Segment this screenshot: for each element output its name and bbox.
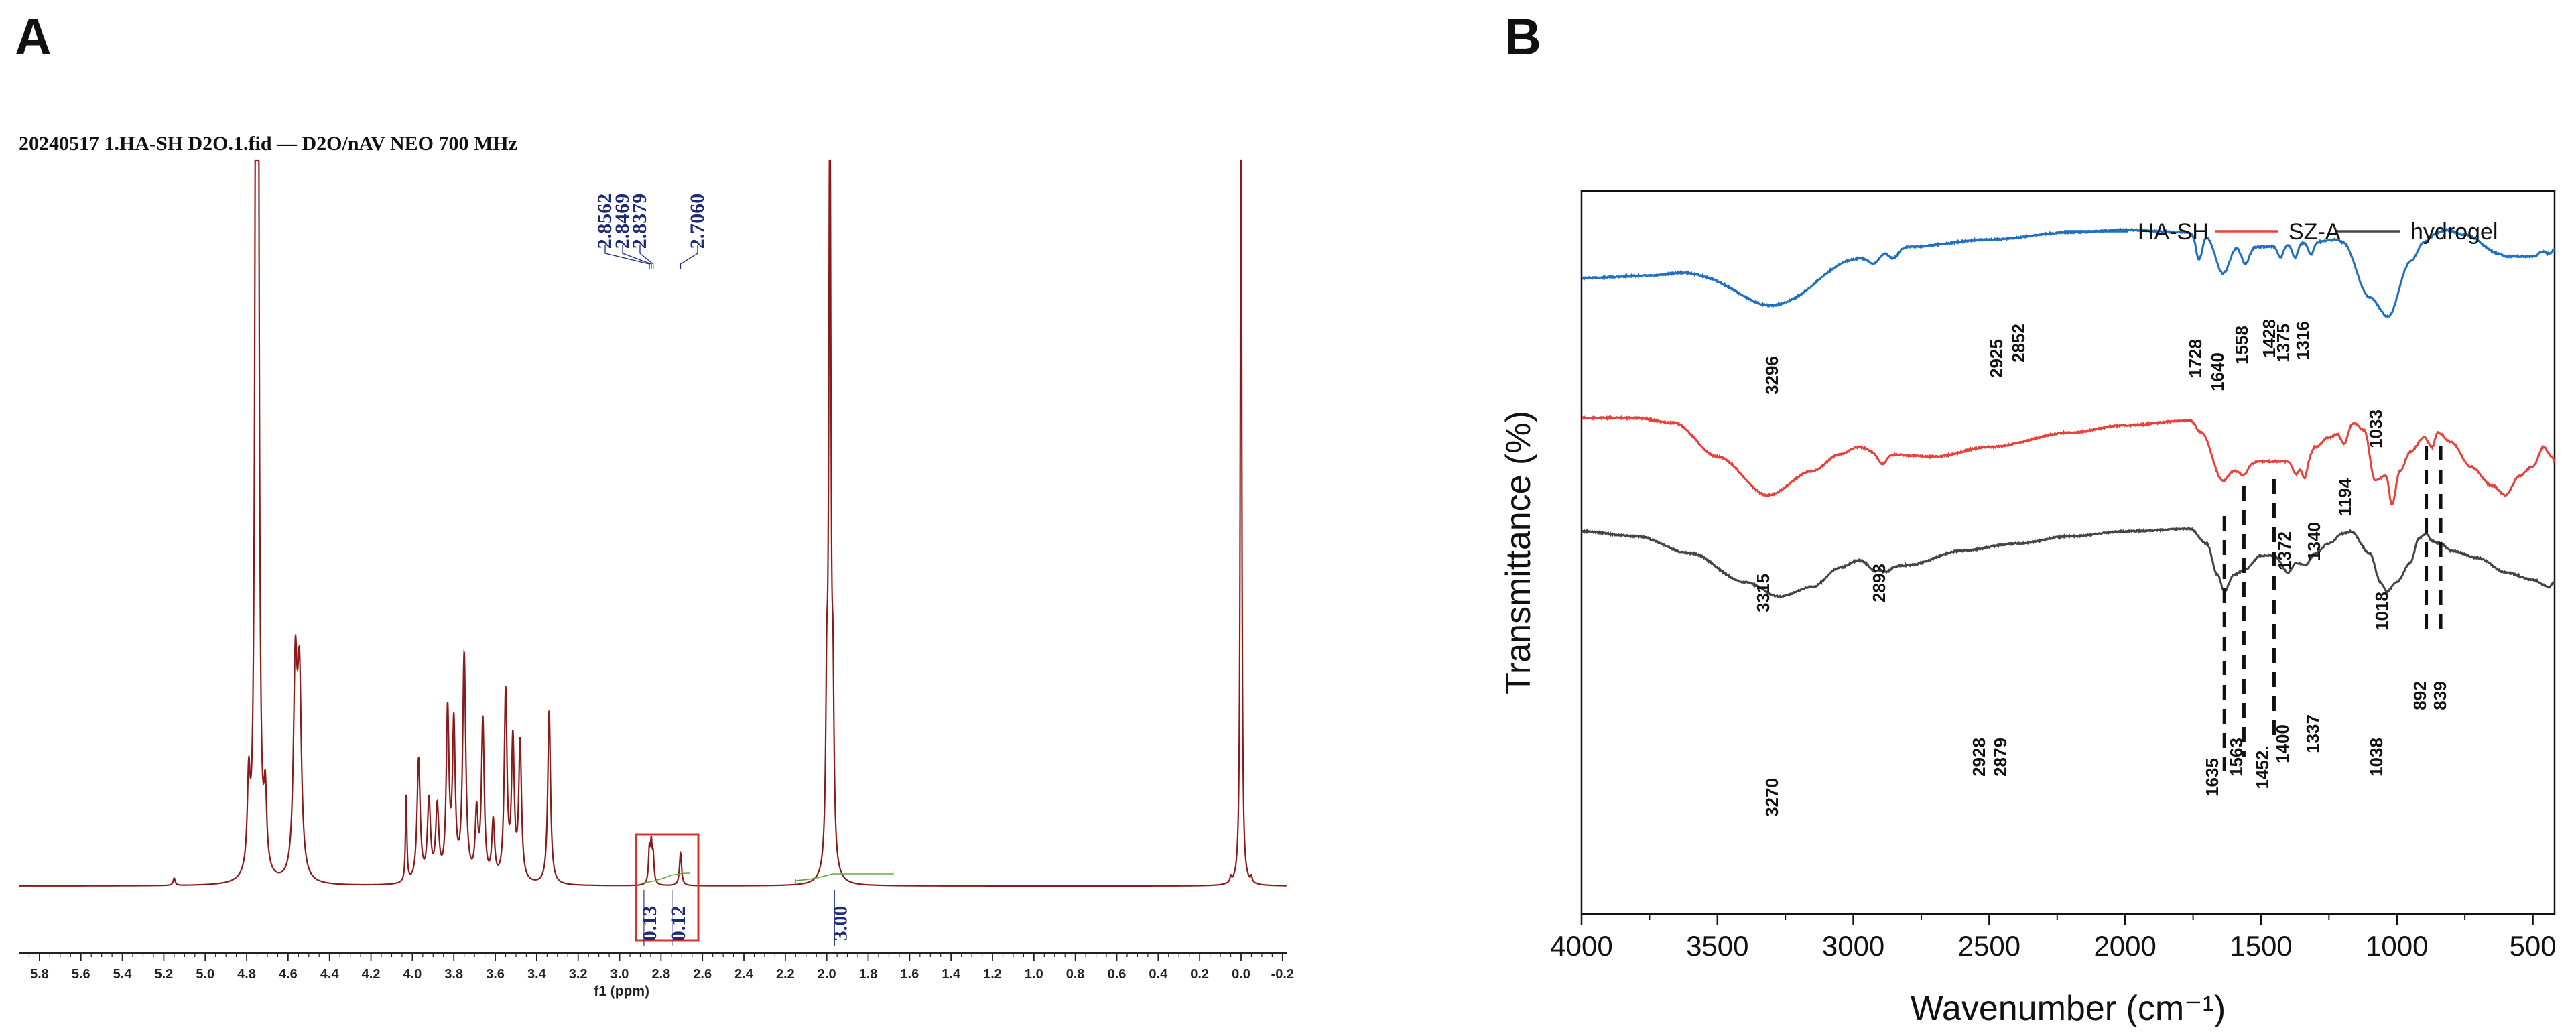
nmr-tick-label: 4.8: [237, 967, 256, 982]
ir-peak-label: 3270: [1762, 778, 1782, 817]
nmr-tick-label: 1.8: [859, 967, 878, 982]
ir-peak-label: 1337: [2303, 714, 2323, 753]
nmr-tick-label: 3.6: [486, 967, 505, 982]
ir-peak-label: 2925: [1986, 339, 2006, 378]
nmr-tick-label: 1.2: [983, 967, 1002, 982]
ir-peak-label: 3296: [1762, 356, 1782, 395]
nmr-peak-label: 2.8469: [611, 194, 633, 249]
nmr-tick-label: 4.0: [403, 967, 422, 982]
nmr-tick-label: 3.8: [444, 967, 463, 982]
nmr-tick-label: 1.4: [942, 967, 961, 982]
nmr-tick-label: 5.0: [196, 967, 214, 982]
nmr-tick-label: 0.8: [1066, 967, 1085, 982]
ir-x-axis-label: Wavenumber (cm⁻¹): [1911, 989, 2226, 1028]
nmr-tick-label: 2.6: [693, 967, 712, 982]
nmr-tick-label: 0.4: [1149, 967, 1168, 982]
nmr-tick-label: 0.2: [1190, 967, 1209, 982]
nmr-tick-label: 3.0: [610, 967, 629, 982]
ir-series-line-ha-sh: [1581, 227, 2556, 318]
ir-peak-label: 1372: [2274, 531, 2295, 570]
nmr-tick-label: 1.6: [900, 967, 919, 982]
ir-peak-label: 1452.: [2252, 745, 2272, 789]
ir-peak-label: 892: [2410, 681, 2430, 710]
nmr-tick-label: 3.4: [527, 967, 547, 982]
ir-peak-label: 1038: [2366, 738, 2386, 777]
nmr-tick-label: 0.0: [1232, 967, 1250, 982]
ir-tick-label: 1500: [2230, 930, 2292, 962]
nmr-tick-label: 5.6: [72, 967, 90, 982]
ir-peak-label: 1375: [2273, 324, 2293, 363]
nmr-tick-label: 2.4: [734, 967, 754, 982]
ir-tick-label: 3500: [1686, 930, 1748, 962]
ir-series-line-sz-a: [1581, 414, 2555, 506]
ir-peak-label: 1316: [2293, 321, 2313, 360]
ir-peak-label: 1340: [2304, 522, 2324, 561]
panel-label-b: B: [1504, 9, 1541, 66]
ir-peak-label: 1558: [2232, 326, 2252, 365]
ir-peak-label: 1018: [2372, 592, 2392, 631]
nmr-tick-label: 2.8: [651, 967, 670, 982]
ir-legend-label: HA-SH: [2138, 219, 2209, 245]
nmr-tick-label: -0.2: [1271, 967, 1294, 982]
nmr-peak-connector: [639, 245, 654, 269]
nmr-integral-curve: [640, 872, 690, 884]
nmr-peak-label: 2.8562: [594, 194, 616, 249]
nmr-integral-label: 3.00: [829, 906, 851, 942]
ir-peak-label: 1428: [2259, 319, 2279, 358]
ir-peak-label: 1400: [2272, 724, 2293, 763]
nmr-title: 20240517 1.HA-SH D2O.1.fid — D2O/nAV NEO…: [19, 133, 517, 155]
nmr-peak-connector: [622, 245, 652, 269]
ir-tick-label: 2000: [2094, 930, 2156, 962]
nmr-chart: 5.8 5.6 5.4 5.2 5.0 4.8 4.6 4.4 4.2 4.0 3.8 3.6 3.4 3…: [19, 159, 1294, 999]
nmr-tick-label: 3.2: [569, 967, 588, 982]
nmr-peak-label: 2.8379: [629, 194, 651, 249]
nmr-tick-label: 5.8: [30, 967, 49, 982]
ir-y-axis-label: Transmittance (%): [1499, 411, 1538, 694]
ir-legend-label: SZ-A: [2289, 219, 2341, 245]
ir-peak-label: 2879: [1990, 738, 2010, 777]
ir-peak-label: 1728: [2185, 339, 2205, 378]
nmr-tick-label: 2.0: [818, 967, 836, 982]
nmr-tick-label: 2.2: [776, 967, 795, 982]
nmr-x-axis-label: f1 (ppm): [594, 984, 649, 999]
nmr-peak-connector: [604, 245, 650, 269]
ir-peak-label: 1640: [2207, 352, 2228, 391]
nmr-peak-connector: [680, 245, 698, 269]
ir-legend-label: hydrogel: [2410, 219, 2498, 245]
ir-peak-label: 2852: [2008, 324, 2028, 363]
ir-peak-label: 839: [2430, 681, 2450, 710]
ir-peak-label: 2893: [1869, 564, 1889, 602]
nmr-tick-label: 5.4: [113, 967, 133, 982]
nmr-integral-label: 0.12: [667, 906, 690, 942]
nmr-tick-label: 4.2: [362, 967, 381, 982]
ir-peak-label: 1033: [2366, 409, 2386, 448]
ir-peak-label: 1194: [2335, 478, 2355, 516]
ir-peak-label: 1635: [2202, 758, 2222, 797]
nmr-integral-curve: [795, 873, 893, 881]
ir-tick-label: 1000: [2366, 930, 2428, 962]
ir-peak-label: 2928: [1969, 738, 1989, 777]
panel-label-a: A: [15, 9, 52, 66]
ir-tick-label: 4000: [1550, 930, 1612, 962]
nmr-tick-label: 0.6: [1108, 967, 1126, 982]
ir-series-line-hydrogel: [1581, 527, 2555, 599]
nmr-highlight-box: [635, 833, 700, 942]
ir-tick-label: 500: [2510, 930, 2557, 962]
ir-tick-label: 2500: [1958, 930, 2020, 962]
ir-plot-frame: [1580, 190, 2556, 915]
nmr-tick-label: 1.0: [1025, 967, 1043, 982]
ir-peak-label: 3315: [1753, 574, 1773, 612]
nmr-tick-label: 4.6: [279, 967, 298, 982]
nmr-integral-label: 0.13: [639, 906, 661, 942]
nmr-tick-label: 5.2: [154, 967, 173, 982]
nmr-spectrum-line: [19, 159, 1287, 887]
nmr-tick-label: 4.4: [320, 967, 340, 982]
ir-tick-label: 3000: [1822, 930, 1884, 962]
nmr-peak-label: 2.7060: [686, 194, 708, 249]
